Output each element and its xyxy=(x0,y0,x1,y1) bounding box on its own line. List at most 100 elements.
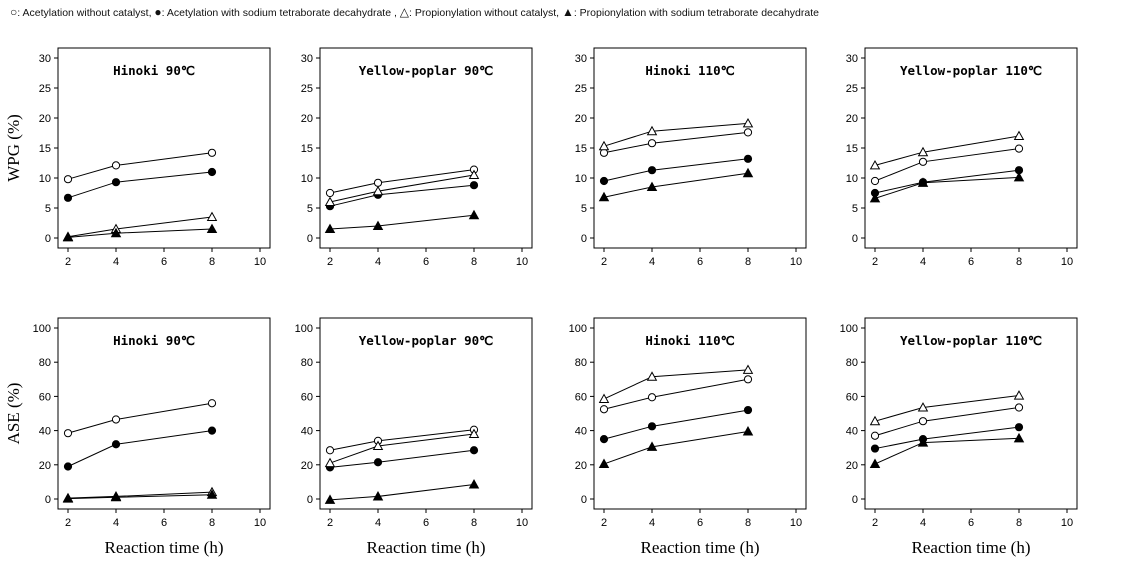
y-tick-label: 15 xyxy=(575,143,587,155)
legend: ○: Acetylation without catalyst, ●: Acet… xyxy=(10,4,1120,21)
series-line-open-circle xyxy=(67,152,213,180)
data-point-filled-triangle xyxy=(1013,171,1025,182)
filled-circle-icon: ● xyxy=(154,5,162,19)
y-tick-label: 20 xyxy=(846,460,858,472)
data-point-filled-triangle xyxy=(917,177,929,187)
x-tick-label: 8 xyxy=(209,517,215,529)
series-line-filled-triangle xyxy=(329,214,475,230)
data-point-open-circle xyxy=(373,178,383,187)
x-tick-label: 10 xyxy=(1061,517,1073,529)
legend-entry-propionylation-no-catalyst: △: Propionylation without catalyst, xyxy=(400,5,560,19)
data-point-filled-triangle xyxy=(206,223,218,234)
chart-panel-5: 0 20 40 60 80 100 2 4 6 8 10 Hinoki 90℃ Reaction tim… xyxy=(4,317,271,557)
data-point-filled-triangle xyxy=(324,223,336,234)
data-point-filled-circle xyxy=(469,181,479,190)
data-point-open-circle xyxy=(918,417,928,426)
x-tick-label: 4 xyxy=(649,256,655,268)
chart-panel-6: 0 20 40 60 80 100 2 4 6 8 10 Yellow-poplar 90℃ React… xyxy=(295,317,533,557)
x-tick-label: 6 xyxy=(968,517,974,529)
series-line-open-circle xyxy=(603,378,749,410)
x-tick-label: 2 xyxy=(872,256,878,268)
series-line-open-triangle xyxy=(67,216,213,238)
data-point-open-triangle xyxy=(646,125,658,136)
y-tick-label: 80 xyxy=(39,357,51,369)
x-tick-label: 6 xyxy=(423,517,429,529)
y-tick-label: 5 xyxy=(307,203,313,215)
data-point-open-triangle xyxy=(742,117,754,128)
y-tick-label: 15 xyxy=(846,143,858,155)
x-axis-label: Reaction time (h) xyxy=(912,538,1031,557)
data-point-open-circle xyxy=(207,148,217,157)
y-tick-label: 40 xyxy=(39,426,51,438)
chart-panel-3: 0 5 10 15 20 25 30 2 4 6 8 10 Hinoki 110℃ xyxy=(575,47,807,268)
data-point-open-triangle xyxy=(1013,130,1025,141)
data-point-filled-circle xyxy=(373,458,383,467)
x-tick-label: 6 xyxy=(697,256,703,268)
data-point-filled-triangle xyxy=(742,426,754,436)
legend-label: : Propionylation with sodium tetraborate… xyxy=(573,7,819,19)
data-point-filled-triangle xyxy=(598,191,610,202)
plot-frame xyxy=(319,47,533,249)
y-tick-label: 100 xyxy=(840,323,858,335)
y-tick-label: 0 xyxy=(45,494,51,506)
data-point-filled-circle xyxy=(1014,423,1024,432)
x-tick-label: 2 xyxy=(601,256,607,268)
series-line-open-triangle xyxy=(603,369,749,400)
x-tick-label: 6 xyxy=(423,256,429,268)
y-tick-label: 0 xyxy=(852,494,858,506)
data-point-open-circle xyxy=(325,446,335,455)
data-point-open-circle xyxy=(599,405,609,414)
legend-entry-propionylation-catalyst: ▲: Propionylation with sodium tetraborat… xyxy=(562,5,819,19)
data-point-filled-triangle xyxy=(372,491,384,501)
data-point-open-circle xyxy=(207,399,217,408)
series-line-open-circle xyxy=(329,429,475,451)
legend-label: : Propionylation without catalyst, xyxy=(409,7,560,19)
series-line-filled-circle xyxy=(603,158,749,182)
x-tick-label: 4 xyxy=(920,256,926,268)
y-tick-label: 10 xyxy=(301,173,313,185)
data-point-filled-triangle xyxy=(917,437,929,447)
data-point-open-triangle xyxy=(917,402,929,412)
x-tick-label: 8 xyxy=(471,517,477,529)
x-tick-label: 6 xyxy=(968,256,974,268)
x-tick-label: 4 xyxy=(375,517,381,529)
x-tick-label: 4 xyxy=(920,517,926,529)
data-point-filled-triangle xyxy=(598,458,610,468)
data-point-filled-circle xyxy=(469,446,479,455)
y-tick-label: 0 xyxy=(307,233,313,245)
y-tick-label: 10 xyxy=(39,173,51,185)
data-point-open-circle xyxy=(325,188,335,198)
x-tick-label: 6 xyxy=(697,517,703,529)
data-point-filled-triangle xyxy=(110,227,122,238)
y-tick-label: 20 xyxy=(301,460,313,472)
x-axis-label: Reaction time (h) xyxy=(641,538,760,557)
data-point-filled-triangle xyxy=(468,479,480,489)
legend-label: : Acetylation without catalyst, xyxy=(17,7,152,19)
series-line-filled-triangle xyxy=(603,430,749,465)
data-point-filled-circle xyxy=(743,405,753,415)
data-point-filled-triangle xyxy=(372,220,384,231)
y-tick-label: 80 xyxy=(301,357,313,369)
y-tick-label: 60 xyxy=(301,391,313,403)
data-point-open-triangle xyxy=(917,146,929,157)
y-tick-label: 0 xyxy=(307,494,313,506)
data-point-open-circle xyxy=(743,375,753,384)
y-tick-label: 60 xyxy=(846,391,858,403)
x-tick-label: 8 xyxy=(471,256,477,268)
data-point-filled-circle xyxy=(647,166,657,175)
x-tick-label: 2 xyxy=(65,517,71,529)
chart-title: Yellow-poplar 110℃ xyxy=(900,333,1042,348)
data-point-open-triangle xyxy=(869,415,881,426)
data-point-open-triangle xyxy=(646,371,658,381)
series-line-filled-circle xyxy=(67,430,213,467)
open-circle-icon: ○ xyxy=(10,5,18,19)
series-line-filled-triangle xyxy=(603,172,749,198)
data-point-open-triangle xyxy=(598,140,610,151)
data-point-open-triangle xyxy=(1013,390,1025,400)
x-tick-label: 2 xyxy=(327,256,333,268)
y-tick-label: 10 xyxy=(846,173,858,185)
data-point-filled-circle xyxy=(647,422,657,431)
data-point-open-circle xyxy=(1014,144,1024,153)
x-tick-label: 10 xyxy=(516,256,528,268)
series-line-open-circle xyxy=(329,169,475,194)
